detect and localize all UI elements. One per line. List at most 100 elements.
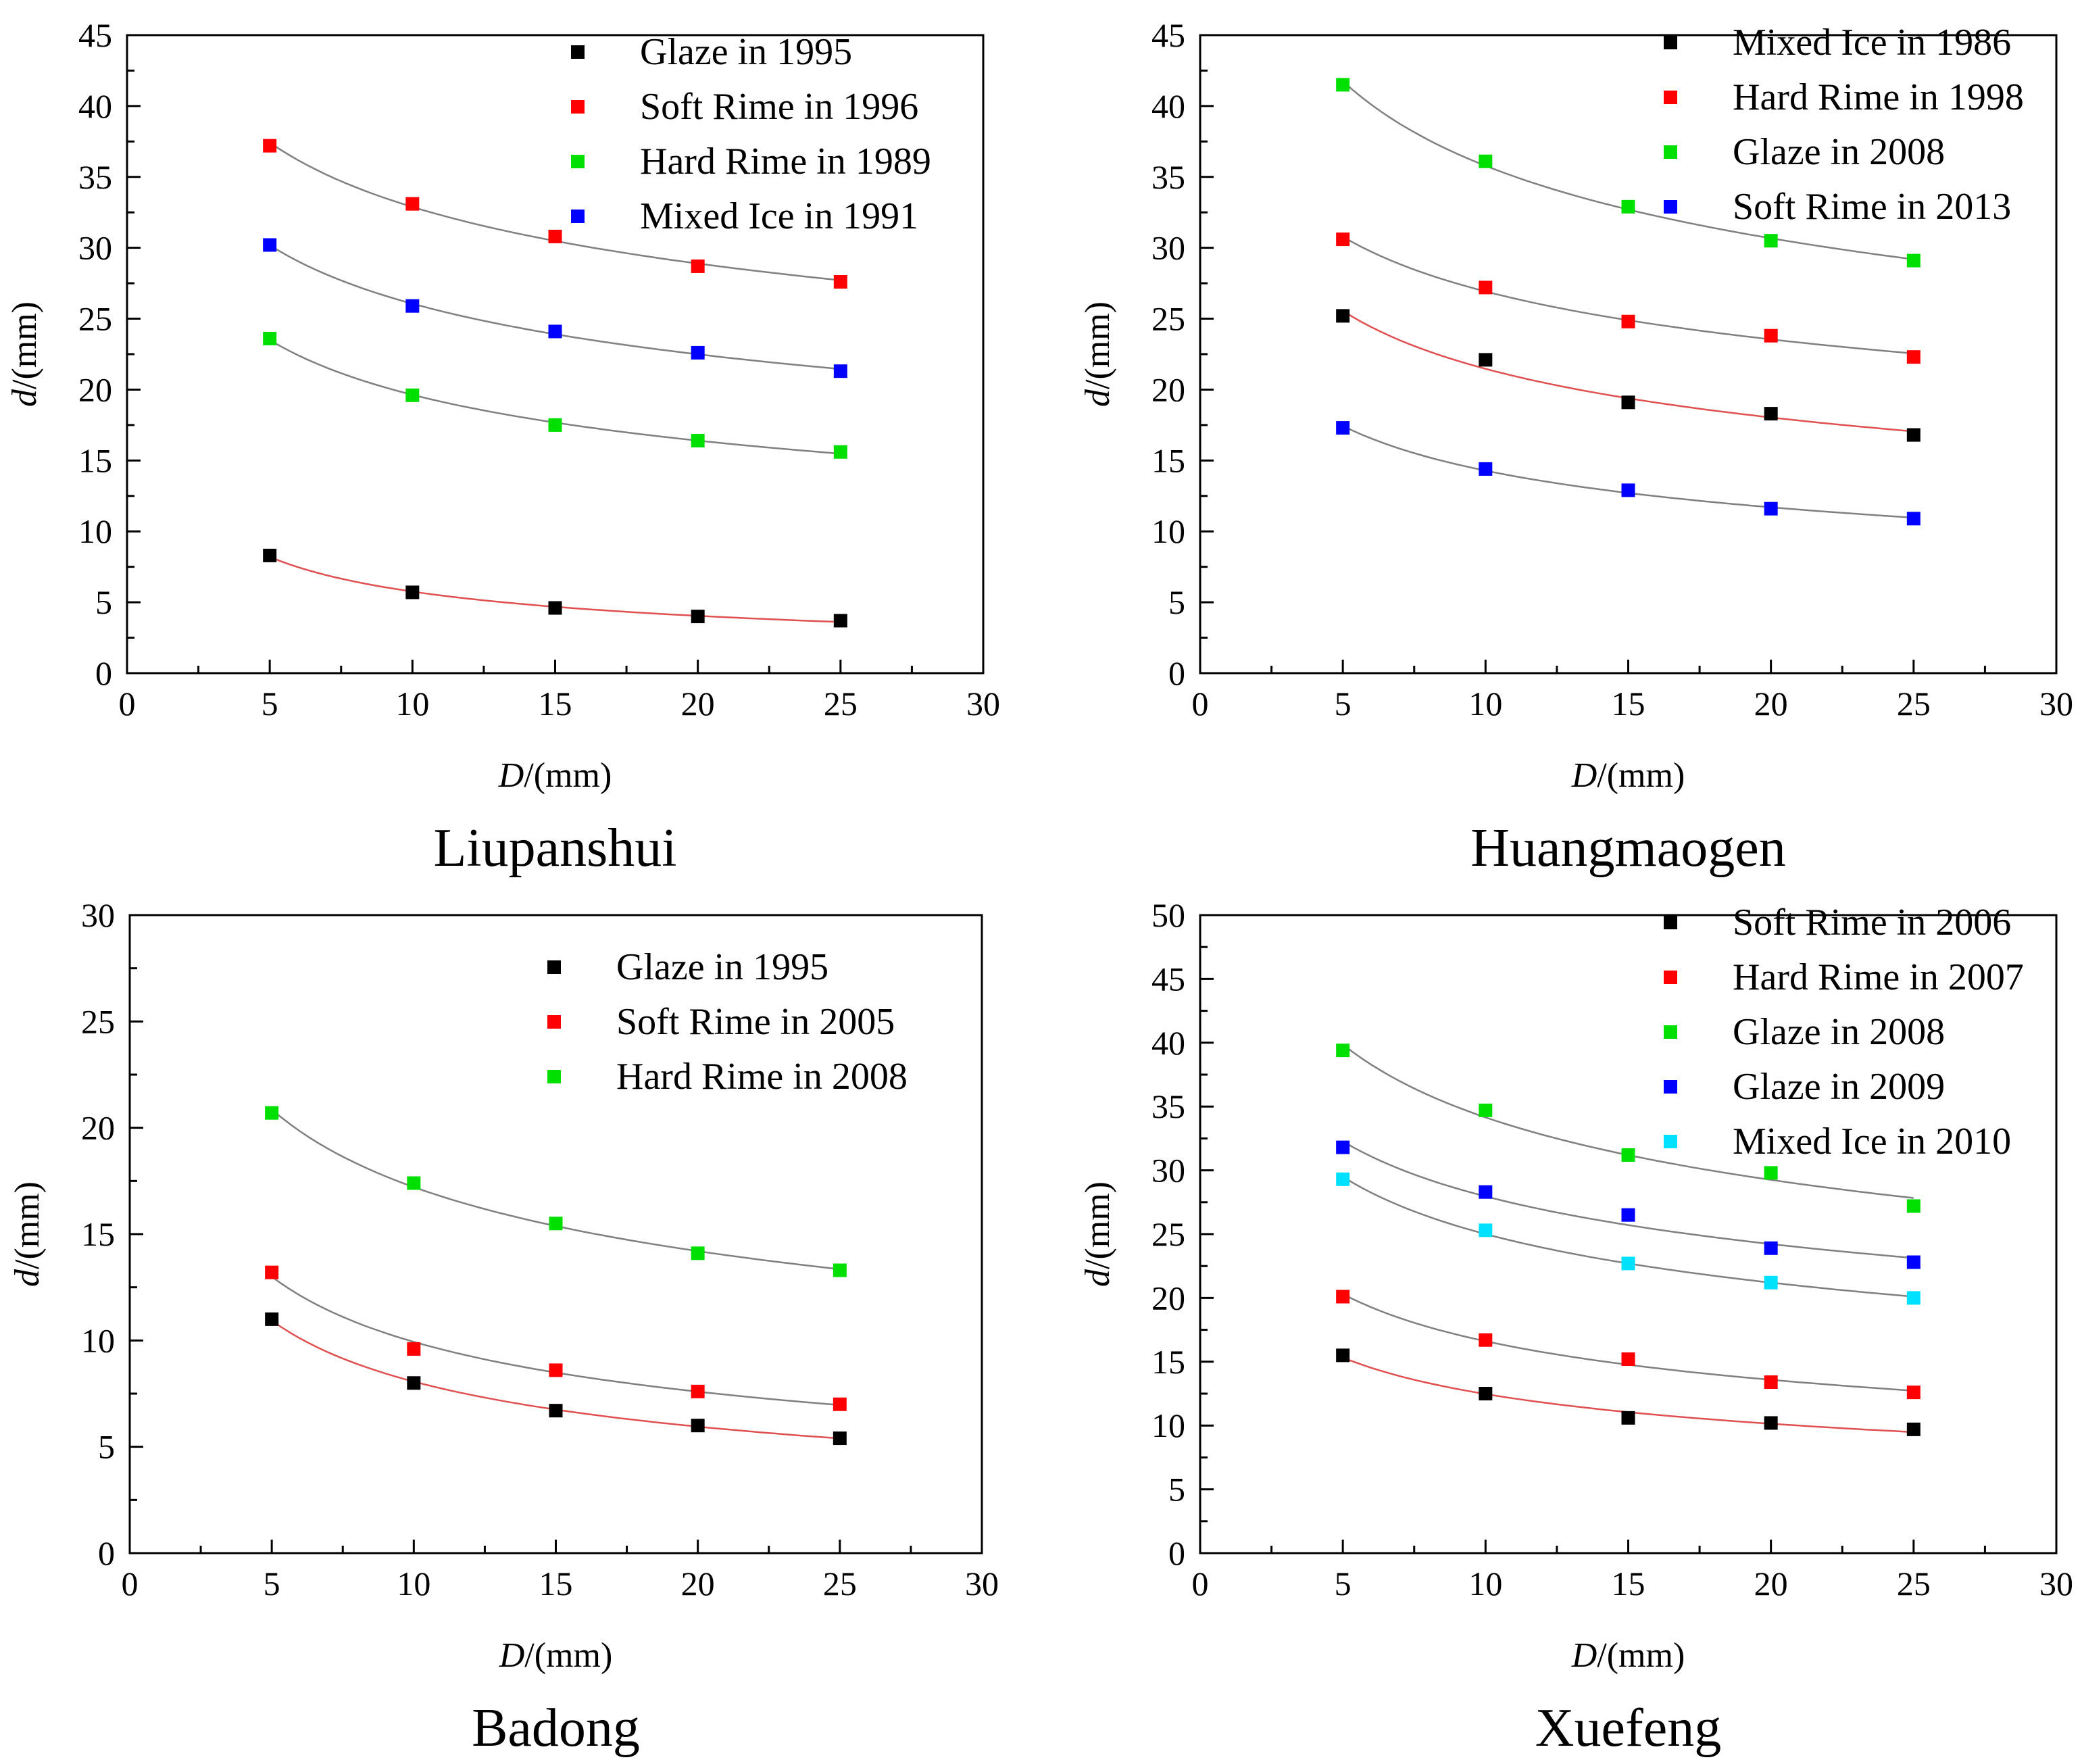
legend-swatch bbox=[1664, 91, 1677, 104]
y-tick-label: 15 bbox=[1151, 441, 1185, 479]
y-tick-label: 20 bbox=[1151, 1279, 1185, 1317]
legend-label: Hard Rime in 1989 bbox=[640, 141, 931, 182]
data-point-glaze-in-1995 bbox=[407, 1376, 421, 1390]
data-point-glaze-in-2008 bbox=[1336, 78, 1350, 92]
x-tick-label: 0 bbox=[122, 1565, 139, 1602]
panel-caption: Huangmaogen bbox=[1470, 818, 1786, 878]
data-point-glaze-in-2009 bbox=[1479, 1185, 1493, 1199]
x-tick-label: 15 bbox=[1612, 685, 1645, 722]
panel-caption: Badong bbox=[472, 1698, 640, 1758]
y-tick-label: 15 bbox=[81, 1215, 115, 1253]
data-point-soft-rime-in-1996 bbox=[263, 139, 277, 153]
y-tick-label: 35 bbox=[1151, 158, 1185, 196]
data-point-hard-rime-in-2008 bbox=[265, 1106, 279, 1120]
y-tick-label: 20 bbox=[81, 1109, 115, 1147]
data-point-hard-rime-in-2008 bbox=[833, 1263, 847, 1277]
data-point-glaze-in-1995 bbox=[263, 548, 277, 562]
x-tick-label: 0 bbox=[1192, 685, 1209, 722]
legend-label: Mixed Ice in 2010 bbox=[1733, 1121, 2011, 1162]
chart-svg-badong: 0 5 10 15 20 25 30 0 5 10 15 20 25 30 D/(mm) d/(mm) Bado… bbox=[8, 896, 999, 1758]
y-tick-label: 35 bbox=[1151, 1087, 1185, 1125]
x-tick-label: 25 bbox=[824, 685, 858, 722]
fit-curve-mixed-ice-in-1986 bbox=[1342, 310, 1914, 433]
data-point-soft-rime-in-2006 bbox=[1621, 1411, 1635, 1425]
legend-swatch bbox=[571, 210, 585, 223]
x-tick-label: 10 bbox=[395, 685, 429, 722]
data-point-mixed-ice-in-1991 bbox=[691, 345, 705, 360]
data-point-mixed-ice-in-2010 bbox=[1621, 1256, 1635, 1271]
data-point-hard-rime-in-1998 bbox=[1336, 232, 1350, 247]
legend-swatch bbox=[1664, 1135, 1677, 1148]
data-point-glaze-in-2008 bbox=[1621, 199, 1635, 214]
y-tick-label: 40 bbox=[1151, 1024, 1185, 1062]
data-point-hard-rime-in-2007 bbox=[1906, 1386, 1920, 1400]
data-point-glaze-in-2008 bbox=[1764, 234, 1778, 248]
y-tick-label: 25 bbox=[1151, 300, 1185, 338]
data-point-hard-rime-in-2007 bbox=[1479, 1333, 1493, 1347]
data-point-soft-rime-in-1996 bbox=[405, 197, 420, 211]
legend-label: Hard Rime in 2007 bbox=[1733, 956, 2024, 998]
x-tick-label: 20 bbox=[681, 685, 715, 722]
legend-swatch bbox=[571, 100, 585, 114]
chart-panel-liupanshui: 0 5 10 15 20 25 30 0 5 10 15 20 25 30 35 40 45 D/(mm) d/(m… bbox=[0, 0, 1041, 880]
x-tick-label: 15 bbox=[539, 1565, 573, 1602]
legend-swatch bbox=[1664, 971, 1677, 984]
x-tick-label: 30 bbox=[2039, 685, 2073, 722]
y-tick-label: 20 bbox=[78, 370, 112, 408]
legend-swatch bbox=[1664, 200, 1677, 214]
legend-label: Glaze in 1995 bbox=[640, 31, 852, 73]
data-point-glaze-in-1995 bbox=[265, 1312, 279, 1326]
legend-label: Hard Rime in 1998 bbox=[1733, 76, 2024, 118]
chart-panel-huangmaogen: 0 5 10 15 20 25 30 0 5 10 15 20 25 30 35 40 45 D/(mm) d/(m… bbox=[1041, 0, 2082, 880]
data-point-hard-rime-in-1989 bbox=[548, 418, 562, 432]
legend-label: Soft Rime in 2005 bbox=[616, 1001, 895, 1043]
data-point-soft-rime-in-2013 bbox=[1764, 501, 1778, 516]
x-axis-label: D/(mm) bbox=[1571, 1636, 1685, 1675]
y-tick-label: 30 bbox=[1151, 229, 1185, 267]
data-point-glaze-in-1995 bbox=[549, 1404, 563, 1418]
legend-swatch bbox=[1664, 1080, 1677, 1094]
y-tick-label: 0 bbox=[95, 654, 112, 692]
data-point-mixed-ice-in-2010 bbox=[1479, 1223, 1493, 1238]
x-tick-label: 25 bbox=[823, 1565, 857, 1602]
data-point-glaze-in-2009 bbox=[1621, 1208, 1635, 1222]
y-tick-label: 10 bbox=[78, 512, 112, 550]
legend-swatch bbox=[547, 960, 561, 974]
data-point-glaze-in-2008 bbox=[1479, 154, 1493, 168]
data-point-hard-rime-in-2008 bbox=[549, 1217, 563, 1231]
data-point-mixed-ice-in-2010 bbox=[1906, 1291, 1920, 1305]
data-point-glaze-in-2009 bbox=[1336, 1140, 1350, 1154]
y-tick-label: 25 bbox=[78, 300, 112, 338]
legend-label: Hard Rime in 2008 bbox=[616, 1056, 908, 1098]
fit-curve-soft-rime-in-2013 bbox=[1342, 424, 1914, 519]
y-tick-label: 40 bbox=[1151, 87, 1185, 125]
data-point-soft-rime-in-2006 bbox=[1336, 1348, 1350, 1363]
data-point-mixed-ice-in-1991 bbox=[548, 324, 562, 339]
x-axis-label: D/(mm) bbox=[499, 1636, 613, 1675]
x-axis-label: D/(mm) bbox=[498, 756, 612, 795]
data-point-mixed-ice-in-1991 bbox=[263, 238, 277, 252]
data-point-glaze-in-2009 bbox=[1764, 1241, 1778, 1255]
y-tick-label: 0 bbox=[98, 1534, 115, 1572]
data-point-mixed-ice-in-1986 bbox=[1479, 353, 1493, 367]
fit-curve-mixed-ice-in-2010 bbox=[1342, 1176, 1914, 1298]
x-tick-label: 10 bbox=[397, 1565, 430, 1602]
data-point-soft-rime-in-2013 bbox=[1479, 462, 1493, 476]
y-axis-label: d/(mm) bbox=[1079, 1181, 1117, 1287]
y-tick-label: 10 bbox=[1151, 1406, 1185, 1444]
y-axis-label: d/(mm) bbox=[5, 301, 44, 407]
legend-swatch bbox=[1664, 145, 1677, 159]
data-point-hard-rime-in-1989 bbox=[833, 445, 847, 459]
legend-label: Glaze in 2008 bbox=[1733, 1011, 1945, 1053]
y-tick-label: 20 bbox=[1151, 370, 1185, 408]
data-point-hard-rime-in-2007 bbox=[1336, 1290, 1350, 1304]
legend-label: Glaze in 2009 bbox=[1733, 1066, 1945, 1108]
data-point-soft-rime-in-1996 bbox=[833, 275, 847, 289]
y-tick-label: 5 bbox=[1168, 1471, 1185, 1509]
y-tick-label: 40 bbox=[78, 87, 112, 125]
data-point-glaze-in-1995 bbox=[691, 610, 705, 624]
data-point-mixed-ice-in-2010 bbox=[1336, 1172, 1350, 1186]
data-point-glaze-in-2009 bbox=[1906, 1255, 1920, 1269]
fit-curve-mixed-ice-in-1991 bbox=[269, 244, 841, 370]
x-tick-label: 15 bbox=[1612, 1565, 1645, 1602]
